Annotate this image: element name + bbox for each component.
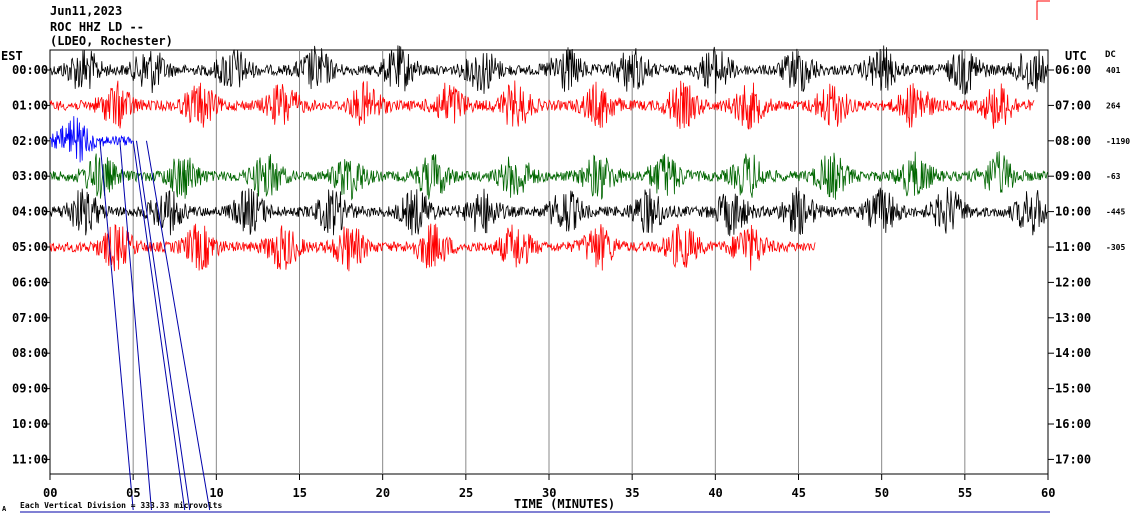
utc-label-16:00: 16:00 xyxy=(1055,417,1091,431)
trace-row-4 xyxy=(49,187,1048,237)
utc-label-11:00: 11:00 xyxy=(1055,240,1091,254)
est-label-08:00: 08:00 xyxy=(12,346,48,360)
dc-value-row-0: 401 xyxy=(1106,66,1121,75)
row-labels: 00:00 01:00 02:00 03:00 04:00 05:00 06:00 07:00… xyxy=(12,63,1091,466)
trace-row-3 xyxy=(49,151,1048,201)
est-label-07:00: 07:00 xyxy=(12,311,48,325)
est-label-06:00: 06:00 xyxy=(12,275,48,289)
est-label-11:00: 11:00 xyxy=(12,452,48,466)
est-label-02:00: 02:00 xyxy=(12,134,48,148)
est-label-00:00: 00:00 xyxy=(12,63,48,77)
est-label-09:00: 09:00 xyxy=(12,382,48,396)
trace-row-5 xyxy=(49,223,816,272)
blue-offscale-lines xyxy=(99,140,211,511)
utc-label-17:00: 17:00 xyxy=(1055,452,1091,466)
est-label-10:00: 10:00 xyxy=(12,417,48,431)
seismic-traces: 401 264 -1190727 -63 -445 -305 xyxy=(49,45,1130,272)
utc-label-06:00: 06:00 xyxy=(1055,63,1091,77)
x-tick-label-35: 35 xyxy=(625,486,639,500)
est-label-01:00: 01:00 xyxy=(12,98,48,112)
utc-label-13:00: 13:00 xyxy=(1055,311,1091,325)
dc-value-row-3: -63 xyxy=(1106,172,1121,181)
vertical-gridlines xyxy=(132,50,966,474)
utc-label-10:00: 10:00 xyxy=(1055,205,1091,219)
utc-label-07:00: 07:00 xyxy=(1055,98,1091,112)
utc-label-12:00: 12:00 xyxy=(1055,275,1091,289)
corner-mark: A xyxy=(2,505,7,513)
x-tick-label-05: 05 xyxy=(126,486,140,500)
scale-note: Each Vertical Division = 333.33 microvol… xyxy=(20,500,222,510)
est-label-05:00: 05:00 xyxy=(12,240,48,254)
offscale-line-1 xyxy=(119,140,152,511)
x-tick-label-20: 20 xyxy=(376,486,390,500)
x-axis-ticks: 00 05 10 15 20 25 30 35 40 45 50 55 60 xyxy=(43,474,1055,500)
dc-value-row-2: -1190727 xyxy=(1106,137,1130,146)
x-tick-label-45: 45 xyxy=(792,486,806,500)
dc-column-title: DC xyxy=(1105,50,1116,60)
x-tick-label-30: 30 xyxy=(542,486,556,500)
red-corner-marker xyxy=(1036,0,1050,20)
utc-label-09:00: 09:00 xyxy=(1055,169,1091,183)
est-axis-title: EST xyxy=(1,49,23,63)
x-tick-label-40: 40 xyxy=(708,486,722,500)
dc-value-row-4: -445 xyxy=(1106,208,1125,217)
utc-axis-title: UTC xyxy=(1065,49,1087,63)
dc-value-row-1: 264 xyxy=(1106,101,1121,110)
header-date: Jun11,2023 xyxy=(50,4,122,18)
x-tick-label-55: 55 xyxy=(958,486,972,500)
x-tick-label-10: 10 xyxy=(209,486,223,500)
est-label-03:00: 03:00 xyxy=(12,169,48,183)
x-axis-label: TIME (MINUTES) xyxy=(514,497,615,511)
x-tick-label-15: 15 xyxy=(293,486,307,500)
utc-label-15:00: 15:00 xyxy=(1055,382,1091,396)
utc-label-14:00: 14:00 xyxy=(1055,346,1091,360)
header-station: ROC HHZ LD -- xyxy=(50,20,144,34)
dc-value-row-5: -305 xyxy=(1106,243,1125,252)
offscale-line-3 xyxy=(135,140,191,511)
offscale-line-4 xyxy=(145,140,211,511)
trace-row-0 xyxy=(49,45,1048,95)
offscale-line-2 xyxy=(132,140,186,511)
x-tick-label-50: 50 xyxy=(875,486,889,500)
est-label-04:00: 04:00 xyxy=(12,205,48,219)
trace-row-1 xyxy=(49,80,1035,130)
x-tick-label-25: 25 xyxy=(459,486,473,500)
offscale-line-0 xyxy=(99,140,134,511)
x-tick-label-00: 00 xyxy=(43,486,57,500)
x-tick-label-60: 60 xyxy=(1041,486,1055,500)
utc-label-08:00: 08:00 xyxy=(1055,134,1091,148)
header-network: (LDEO, Rochester) xyxy=(50,34,173,48)
trace-row-2 xyxy=(49,116,133,163)
